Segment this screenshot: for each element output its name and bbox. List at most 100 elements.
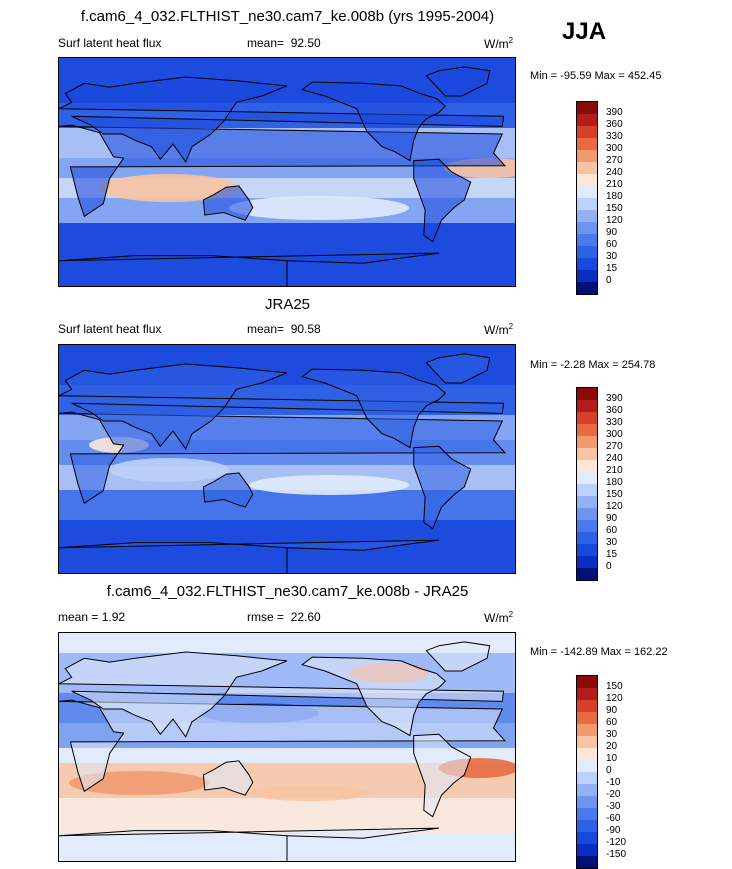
- colorbar-swatch: [577, 676, 597, 688]
- colorbar-tick-label: 360: [606, 119, 623, 130]
- colorbar-tick-label: -90: [606, 825, 621, 836]
- colorbar-swatch: [577, 114, 597, 126]
- colorbar-tick-label: 150: [606, 489, 623, 500]
- colorbar-swatch: [577, 234, 597, 246]
- colorbar-swatch: [577, 856, 597, 868]
- panel-3-minmax: Min = -142.89 Max = 162.22: [530, 646, 668, 658]
- panel-3-rmse-label: rmse =: [247, 610, 285, 624]
- colorbar-swatch: [577, 568, 597, 580]
- map-field: [59, 345, 515, 573]
- colorbar-swatch: [577, 436, 597, 448]
- coastline: [202, 472, 254, 508]
- colorbar-swatch: [577, 186, 597, 198]
- colorbar-swatch: [577, 222, 597, 234]
- panel-1-unit: W/m2: [484, 36, 514, 51]
- colorbar-swatch: [577, 784, 597, 796]
- coastline: [59, 76, 505, 163]
- panel-2-variable-label: Surf latent heat flux: [58, 322, 162, 336]
- colorbar-tick-label: 15: [606, 263, 618, 274]
- colorbar-tick-label: -10: [606, 777, 621, 788]
- colorbar-swatch: [577, 724, 597, 736]
- colorbar-tick-label: -30: [606, 801, 621, 812]
- colorbar-swatch: [577, 508, 597, 520]
- panel-1-mean-value: 92.50: [290, 36, 321, 50]
- field-anomaly: [229, 196, 409, 220]
- colorbar-tick-label: 0: [606, 561, 612, 572]
- map-field: [59, 58, 515, 286]
- colorbar-tick-label: -60: [606, 813, 621, 824]
- colorbar-swatch: [577, 772, 597, 784]
- panel-1-mean-label: mean=: [247, 36, 285, 50]
- colorbar-swatch: [577, 496, 597, 508]
- panel-3-title: f.cam6_4_032.FLTHIST_ne30.cam7_ke.008b -…: [106, 583, 469, 600]
- field-anomaly: [109, 458, 229, 482]
- colorbar-swatch: [577, 400, 597, 412]
- colorbar-tick-label: 360: [606, 405, 623, 416]
- colorbar-tick-label: 60: [606, 239, 618, 250]
- colorbar-swatch: [577, 210, 597, 222]
- panel-1-title: f.cam6_4_032.FLTHIST_ne30.cam7_ke.008b (…: [80, 8, 495, 25]
- colorbar-tick-label: 300: [606, 429, 623, 440]
- coastline: [301, 656, 447, 737]
- colorbar-tick-label: 390: [606, 393, 623, 404]
- field-anomaly: [249, 475, 409, 495]
- colorbar-swatch: [577, 424, 597, 436]
- colorbar-swatch: [577, 796, 597, 808]
- colorbar-tick-label: 180: [606, 191, 623, 202]
- colorbar-tick-label: 30: [606, 251, 618, 262]
- coastline: [413, 445, 472, 530]
- colorbar-tick-label: 60: [606, 717, 618, 728]
- colorbar-tick-label: 30: [606, 729, 618, 740]
- coastline: [425, 641, 491, 672]
- colorbar-tick-label: 15: [606, 549, 618, 560]
- colorbar-swatch: [577, 282, 597, 294]
- colorbar-swatch: [577, 162, 597, 174]
- colorbar-tick-label: 300: [606, 143, 623, 154]
- coastline: [425, 66, 491, 97]
- colorbar-swatch: [577, 520, 597, 532]
- colorbar-tick-label: 240: [606, 167, 623, 178]
- colorbar-swatch: [577, 712, 597, 724]
- colorbar-swatch: [577, 174, 597, 186]
- panel-3-colorbar-ticks: 150 120 90 60 30 20 10 0 -10 -20 -30 -60 -90 -120 -150: [606, 681, 626, 861]
- colorbar-swatch: [577, 448, 597, 460]
- colorbar-swatch: [577, 688, 597, 700]
- colorbar-swatch: [577, 748, 597, 760]
- colorbar-tick-label: 0: [606, 765, 612, 776]
- panel-3-mean: mean = 1.92: [58, 610, 126, 624]
- colorbar-tick-label: 150: [606, 681, 623, 692]
- coastline: [202, 185, 254, 221]
- colorbar-swatch: [577, 820, 597, 832]
- colorbar-swatch: [577, 246, 597, 258]
- colorbar-swatch: [577, 460, 597, 472]
- colorbar-tick-label: -150: [606, 849, 627, 860]
- coastline: [425, 353, 491, 384]
- colorbar-swatch: [577, 544, 597, 556]
- colorbar-tick-label: 240: [606, 453, 623, 464]
- colorbar-tick-label: 120: [606, 693, 623, 704]
- colorbar-tick-label: 90: [606, 227, 618, 238]
- coastline: [413, 158, 472, 243]
- colorbar-tick-label: -120: [606, 837, 627, 848]
- colorbar-swatch: [577, 808, 597, 820]
- colorbar-tick-label: 210: [606, 179, 623, 190]
- panel-1-map: [58, 57, 516, 287]
- coastline: [301, 368, 447, 449]
- coastline: [59, 363, 505, 450]
- colorbar-swatch: [577, 556, 597, 568]
- colorbar-tick-label: 30: [606, 537, 618, 548]
- colorbar-swatch: [577, 700, 597, 712]
- field-anomaly: [99, 174, 239, 202]
- coastline: [301, 81, 447, 162]
- panel-2-title: JRA25: [264, 296, 311, 313]
- colorbar-swatch: [577, 832, 597, 844]
- colorbar-tick-label: 0: [606, 275, 612, 286]
- coastline: [202, 760, 254, 796]
- colorbar-tick-label: 10: [606, 753, 618, 764]
- colorbar-swatch: [577, 138, 597, 150]
- colorbar-swatch: [577, 484, 597, 496]
- colorbar-swatch: [577, 258, 597, 270]
- colorbar-tick-label: 90: [606, 513, 618, 524]
- colorbar-swatch: [577, 412, 597, 424]
- colorbar-tick-label: 270: [606, 441, 623, 452]
